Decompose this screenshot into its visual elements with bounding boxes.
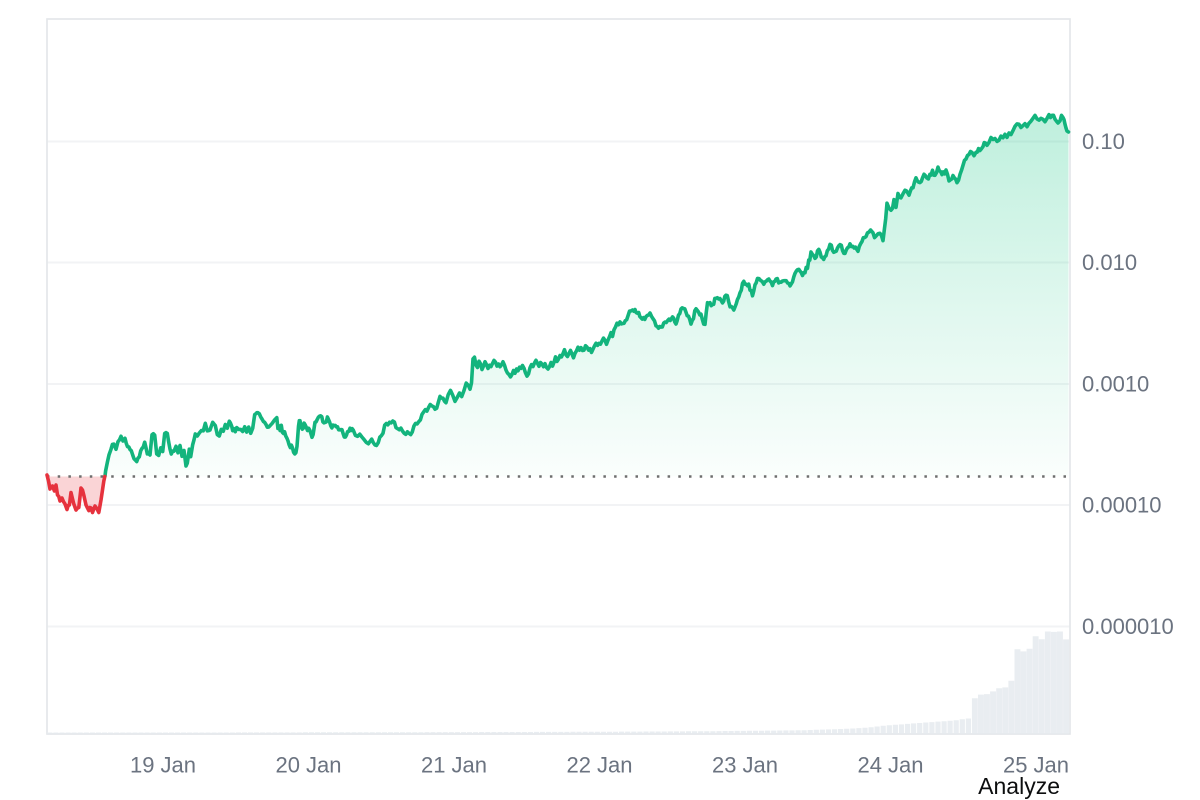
svg-text:0.10: 0.10 (1082, 129, 1125, 154)
svg-text:25 Jan: 25 Jan (1003, 753, 1069, 778)
svg-text:0.000010: 0.000010 (1082, 614, 1174, 639)
svg-text:19 Jan: 19 Jan (130, 753, 196, 778)
svg-text:24 Jan: 24 Jan (857, 753, 923, 778)
svg-text:0.00010: 0.00010 (1082, 493, 1162, 518)
svg-text:21 Jan: 21 Jan (421, 753, 487, 778)
svg-text:22 Jan: 22 Jan (566, 753, 632, 778)
svg-text:Analyze: Analyze (978, 773, 1060, 799)
svg-text:0.0010: 0.0010 (1082, 372, 1149, 397)
svg-text:0.010: 0.010 (1082, 250, 1137, 275)
svg-text:23 Jan: 23 Jan (712, 753, 778, 778)
svg-text:20 Jan: 20 Jan (275, 753, 341, 778)
